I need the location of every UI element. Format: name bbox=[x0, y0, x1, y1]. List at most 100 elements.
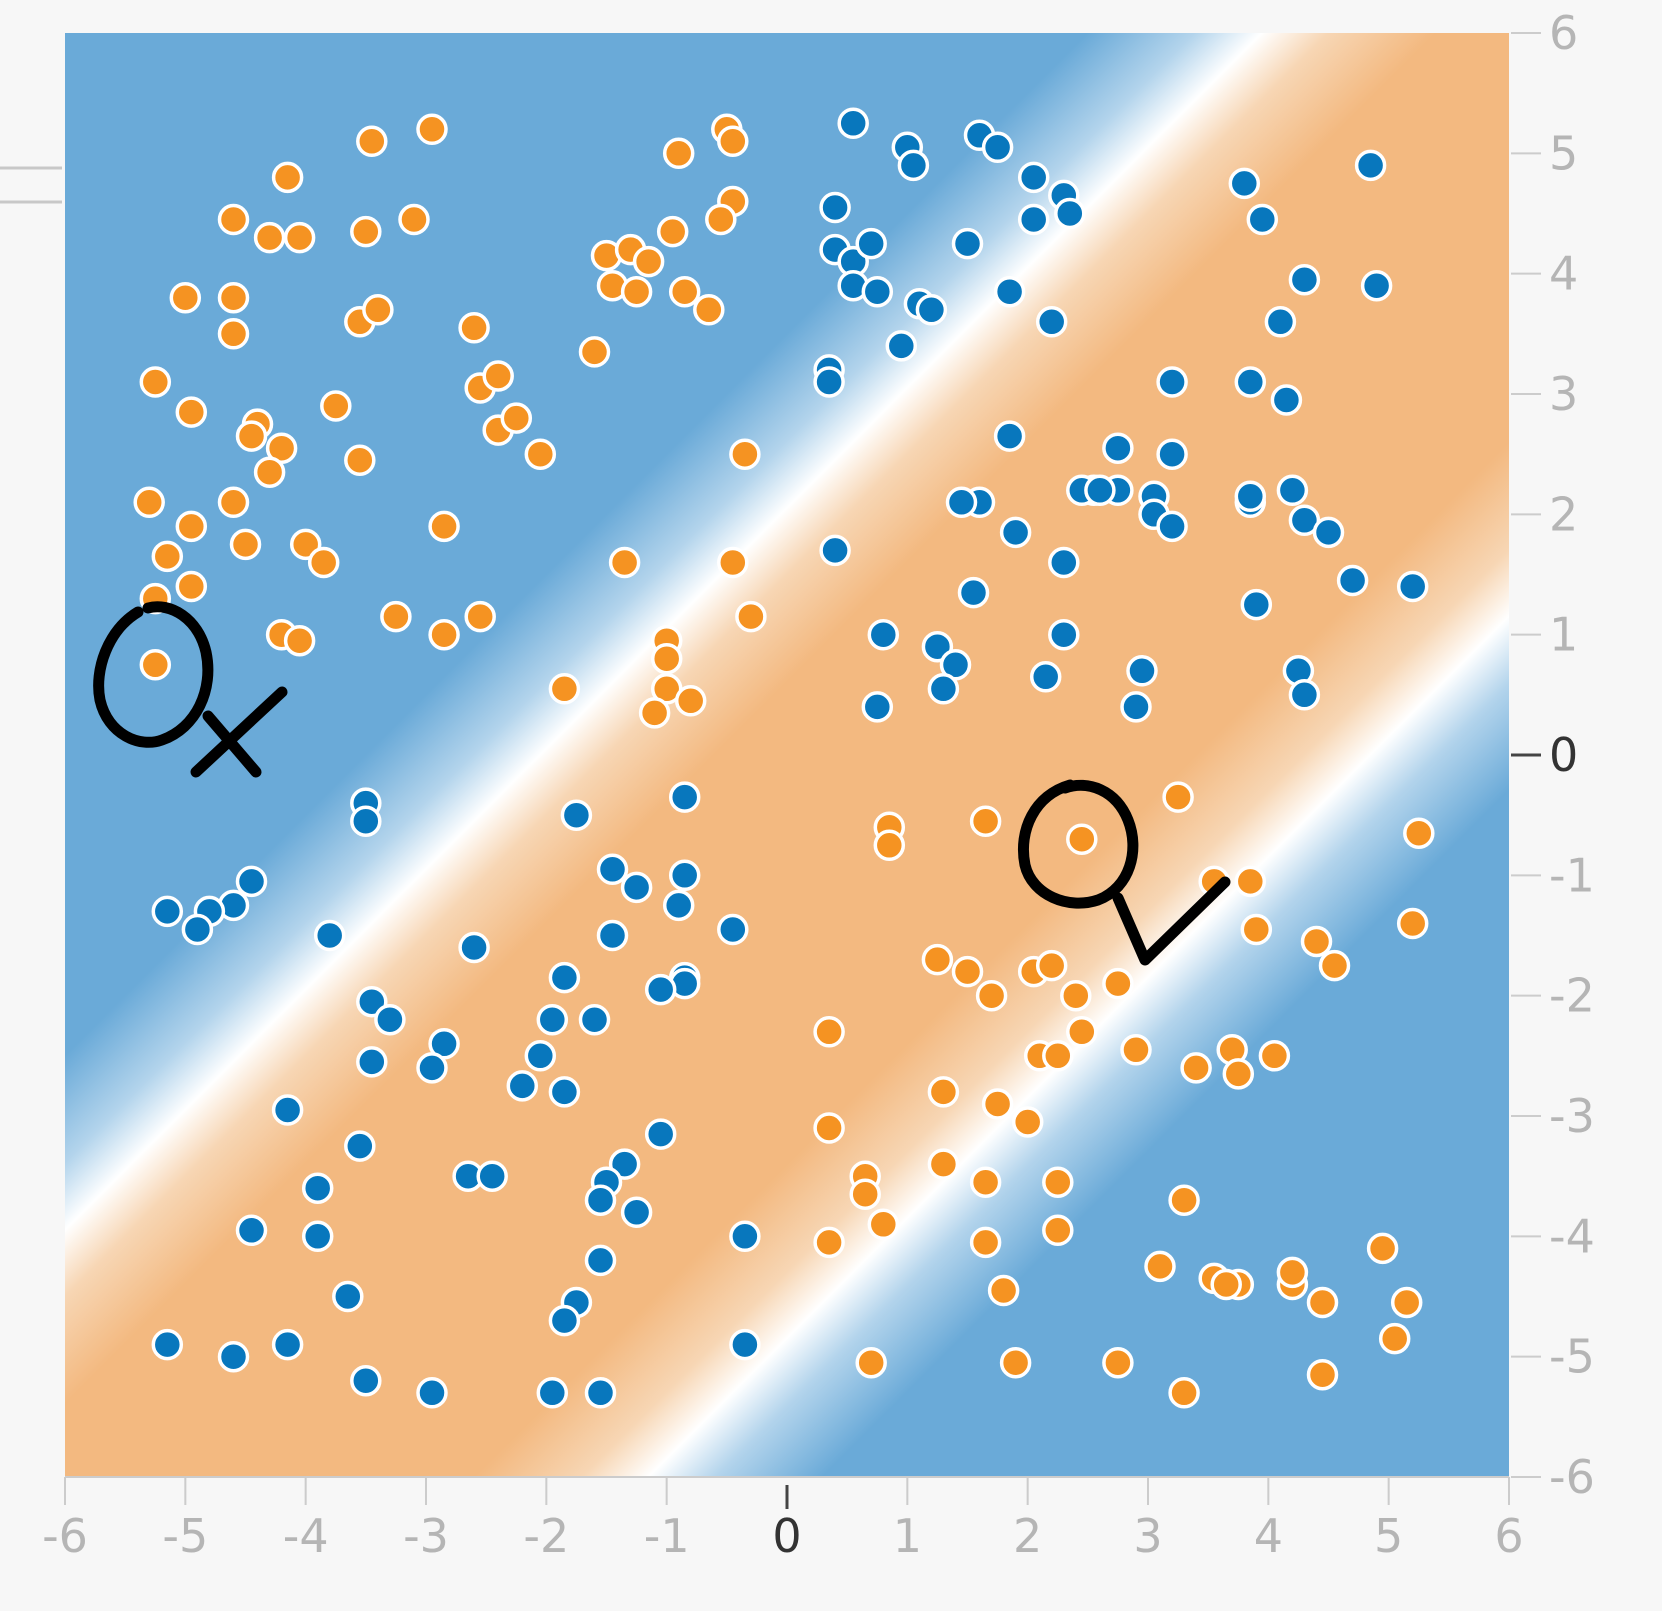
data-point-orange bbox=[656, 215, 689, 248]
data-point-orange bbox=[253, 221, 286, 254]
data-point-orange bbox=[416, 113, 448, 146]
data-point-orange bbox=[320, 390, 352, 422]
data-point-orange bbox=[139, 649, 172, 681]
stray-lines bbox=[0, 166, 62, 204]
data-point-blue bbox=[301, 1220, 334, 1253]
data-point-orange bbox=[229, 528, 262, 561]
data-point-blue bbox=[301, 1172, 334, 1204]
data-point-blue bbox=[1336, 564, 1369, 597]
data-point-blue bbox=[1354, 149, 1387, 182]
data-point-blue bbox=[1312, 516, 1345, 549]
data-point-blue bbox=[999, 516, 1032, 549]
data-point-blue bbox=[350, 1364, 382, 1397]
data-point-blue bbox=[374, 1003, 406, 1036]
data-point-orange bbox=[650, 642, 683, 675]
data-point-blue bbox=[548, 961, 581, 994]
data-point-blue bbox=[356, 1046, 388, 1078]
data-point-blue bbox=[813, 366, 845, 398]
data-point-orange bbox=[169, 281, 202, 314]
data-point-blue bbox=[217, 1340, 250, 1373]
data-point-orange bbox=[813, 1226, 845, 1259]
x-tick-label: -6 bbox=[42, 1509, 88, 1563]
data-point-orange bbox=[717, 546, 749, 579]
data-point-orange bbox=[1276, 1256, 1309, 1289]
data-point-orange bbox=[362, 294, 394, 326]
data-point-blue bbox=[951, 227, 984, 260]
data-point-orange bbox=[356, 125, 388, 158]
data-point-orange bbox=[1035, 949, 1068, 982]
data-point-orange bbox=[350, 215, 382, 248]
data-point-orange bbox=[458, 312, 490, 344]
data-point-blue bbox=[861, 275, 894, 308]
y-axis: 6 5 4 3 2 1 0 -1 -2 -3 -4 -5 -6 bbox=[1511, 6, 1595, 1504]
data-point-blue bbox=[1156, 366, 1188, 398]
data-point-orange bbox=[1168, 1377, 1200, 1409]
data-point-blue bbox=[662, 889, 695, 922]
data-point-orange bbox=[524, 438, 557, 470]
data-point-orange bbox=[981, 1088, 1014, 1120]
hand-drawn-circle-right bbox=[1018, 779, 1139, 909]
data-point-blue bbox=[1234, 480, 1267, 513]
y-tick-label: 6 bbox=[1549, 6, 1578, 60]
data-point-blue bbox=[1396, 570, 1429, 603]
data-point-blue bbox=[861, 691, 894, 723]
data-point-orange bbox=[1102, 1346, 1134, 1379]
data-point-blue bbox=[1156, 438, 1188, 470]
y-tick-label: 3 bbox=[1549, 367, 1578, 421]
data-point-orange bbox=[1306, 1286, 1339, 1319]
data-point-orange bbox=[1060, 979, 1092, 1012]
hand-drawn-circle-left bbox=[93, 601, 214, 748]
data-point-blue bbox=[957, 576, 990, 609]
data-point-orange bbox=[1222, 1058, 1255, 1090]
data-points bbox=[133, 107, 1435, 1409]
data-point-blue bbox=[344, 1130, 376, 1162]
data-point-blue bbox=[584, 1244, 617, 1277]
data-point-orange bbox=[344, 444, 376, 476]
data-point-orange bbox=[398, 203, 430, 236]
data-point-blue bbox=[668, 781, 701, 813]
data-point-blue bbox=[837, 107, 869, 140]
data-point-orange bbox=[735, 600, 767, 633]
data-point-blue bbox=[536, 1003, 569, 1036]
data-point-orange bbox=[175, 396, 208, 428]
data-point-orange bbox=[1066, 1016, 1098, 1048]
y-tick-label: -2 bbox=[1549, 969, 1595, 1023]
data-point-orange bbox=[1306, 1358, 1339, 1391]
y-tick-label: 4 bbox=[1549, 247, 1578, 301]
data-point-orange bbox=[1366, 1232, 1399, 1265]
data-point-blue bbox=[548, 1076, 581, 1108]
x-tick-label: 1 bbox=[893, 1509, 922, 1563]
data-point-orange bbox=[999, 1346, 1032, 1379]
data-point-orange bbox=[1234, 865, 1267, 898]
data-point-blue bbox=[584, 1377, 617, 1409]
data-point-orange bbox=[1210, 1268, 1242, 1301]
data-point-blue bbox=[1264, 306, 1297, 338]
data-point-blue bbox=[428, 1028, 460, 1060]
x-tick-label: 2 bbox=[1013, 1509, 1042, 1563]
data-point-orange bbox=[705, 203, 737, 236]
data-point-blue bbox=[332, 1280, 364, 1313]
data-point-blue bbox=[578, 1003, 611, 1036]
y-tick-label: -3 bbox=[1549, 1089, 1595, 1143]
data-point-blue bbox=[1288, 263, 1321, 296]
y-tick-label: 0 bbox=[1549, 728, 1578, 782]
data-point-blue bbox=[1120, 691, 1152, 723]
data-point-blue bbox=[981, 131, 1014, 164]
data-point-orange bbox=[1144, 1250, 1176, 1283]
data-point-orange bbox=[1318, 949, 1351, 982]
data-point-orange bbox=[217, 281, 250, 314]
data-point-orange bbox=[668, 275, 701, 308]
data-point-blue bbox=[416, 1052, 448, 1084]
data-point-orange bbox=[1011, 1106, 1044, 1138]
x-tick-label: 5 bbox=[1374, 1509, 1403, 1563]
data-point-orange bbox=[133, 486, 165, 519]
data-point-blue bbox=[548, 1304, 581, 1337]
data-point-blue bbox=[1035, 306, 1068, 338]
data-point-orange bbox=[1390, 1286, 1423, 1319]
data-point-blue bbox=[885, 330, 918, 362]
data-point-blue bbox=[151, 1328, 184, 1361]
data-point-blue bbox=[668, 859, 701, 892]
data-point-blue bbox=[993, 420, 1026, 452]
data-point-orange bbox=[729, 438, 761, 470]
y-tick-label: -1 bbox=[1549, 848, 1595, 902]
